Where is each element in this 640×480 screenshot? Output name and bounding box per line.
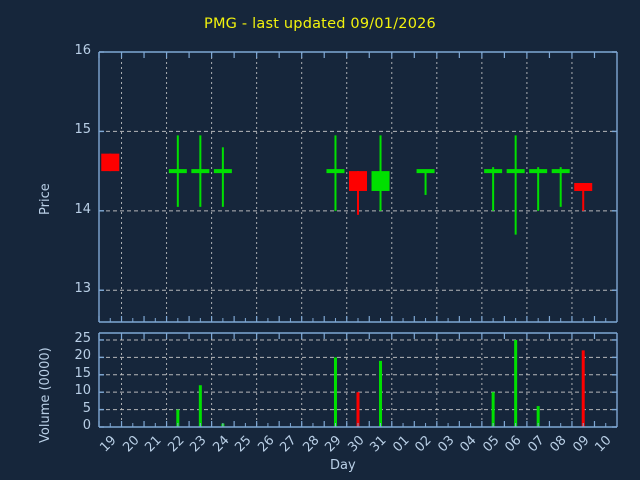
price-tick-label: 14	[74, 201, 91, 217]
volume-tick-label: 0	[82, 418, 91, 433]
candlestick	[574, 183, 593, 211]
candlestick	[371, 135, 390, 211]
candle-body	[191, 169, 210, 174]
candlestick	[349, 171, 367, 215]
volume-tick-label: 25	[74, 330, 91, 346]
volume-tick-label: 15	[74, 365, 91, 381]
candlestick	[506, 135, 525, 235]
candlestick	[416, 169, 435, 195]
candle-body	[416, 169, 435, 174]
volume-tick-label: 20	[74, 348, 91, 364]
candlestick	[101, 153, 120, 172]
candlestick	[326, 135, 345, 211]
candlestick	[191, 135, 210, 207]
price-tick-label: 15	[74, 122, 91, 138]
candle-body	[349, 171, 367, 191]
candle-body	[326, 169, 345, 174]
candle-body	[168, 169, 187, 174]
candlestick	[551, 167, 570, 207]
candlestick	[213, 147, 232, 207]
candlestick	[168, 135, 187, 207]
candlestick	[529, 167, 548, 211]
price-tick-label: 13	[74, 281, 91, 297]
candle-body	[213, 169, 232, 174]
volume-tick-label: 5	[82, 400, 91, 416]
candle-body	[551, 169, 570, 174]
candle-body	[506, 169, 525, 174]
chart-title: PMG - last updated 09/01/2026	[204, 16, 436, 32]
price-tick-label: 16	[74, 43, 91, 58]
candle-body	[484, 169, 503, 174]
candle-body	[371, 171, 390, 191]
candlestick	[484, 167, 503, 211]
volume-tick-label: 10	[74, 383, 91, 399]
candle-body	[529, 169, 548, 174]
candle-body	[101, 153, 120, 172]
x-axis-label: Day	[330, 458, 356, 473]
candle-body	[574, 183, 593, 191]
